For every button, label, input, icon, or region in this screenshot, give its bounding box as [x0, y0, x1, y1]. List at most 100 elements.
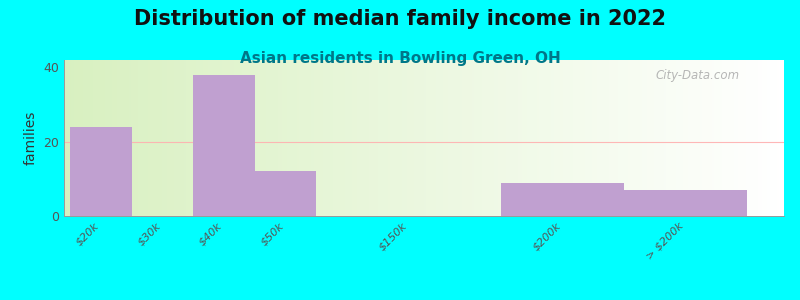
Bar	[114, 60, 117, 216]
Text: Asian residents in Bowling Green, OH: Asian residents in Bowling Green, OH	[240, 51, 560, 66]
Bar	[90, 60, 93, 216]
Bar	[148, 60, 150, 216]
Bar	[410, 60, 412, 216]
Bar	[280, 60, 282, 216]
Bar	[189, 60, 191, 216]
Bar	[350, 60, 352, 216]
Bar	[453, 60, 455, 216]
Bar	[561, 60, 563, 216]
Bar	[177, 60, 179, 216]
Bar	[472, 60, 474, 216]
Bar	[578, 60, 580, 216]
Bar	[354, 60, 357, 216]
Bar	[218, 60, 220, 216]
Bar	[74, 60, 76, 216]
Bar	[714, 60, 717, 216]
Bar	[460, 60, 462, 216]
Bar	[777, 60, 779, 216]
Bar	[664, 60, 666, 216]
Bar	[162, 60, 165, 216]
Bar	[232, 60, 234, 216]
Bar	[700, 60, 702, 216]
Bar	[306, 60, 309, 216]
Bar	[302, 60, 304, 216]
Bar	[462, 60, 465, 216]
Bar	[438, 60, 441, 216]
Bar	[386, 60, 388, 216]
Bar	[83, 60, 86, 216]
Bar	[506, 60, 508, 216]
Bar	[597, 60, 599, 216]
Bar	[508, 60, 510, 216]
Bar	[474, 60, 477, 216]
Bar	[530, 60, 532, 216]
Bar	[779, 60, 782, 216]
Bar	[753, 60, 755, 216]
Bar	[722, 60, 724, 216]
Bar	[592, 60, 594, 216]
Bar	[624, 190, 747, 216]
Bar	[194, 75, 254, 216]
Bar	[580, 60, 582, 216]
Bar	[652, 60, 654, 216]
Bar	[338, 60, 340, 216]
Bar	[246, 60, 249, 216]
Bar	[395, 60, 398, 216]
Bar	[290, 60, 292, 216]
Bar	[501, 60, 503, 216]
Bar	[611, 60, 614, 216]
Bar	[477, 60, 479, 216]
Bar	[686, 60, 688, 216]
Bar	[702, 60, 705, 216]
Bar	[70, 127, 132, 216]
Bar	[417, 60, 419, 216]
Bar	[633, 60, 635, 216]
Bar	[213, 60, 215, 216]
Bar	[309, 60, 311, 216]
Bar	[143, 60, 146, 216]
Bar	[513, 60, 515, 216]
Bar	[669, 60, 671, 216]
Bar	[441, 60, 443, 216]
Bar	[635, 60, 638, 216]
Bar	[681, 60, 683, 216]
Bar	[256, 60, 258, 216]
Bar	[206, 60, 208, 216]
Bar	[498, 60, 501, 216]
Bar	[518, 60, 520, 216]
Bar	[671, 60, 674, 216]
Bar	[222, 60, 225, 216]
Bar	[69, 60, 71, 216]
Bar	[359, 60, 362, 216]
Bar	[532, 60, 534, 216]
Bar	[323, 60, 326, 216]
Bar	[693, 60, 695, 216]
Bar	[546, 60, 549, 216]
Bar	[698, 60, 700, 216]
Bar	[93, 60, 95, 216]
Bar	[772, 60, 774, 216]
Bar	[678, 60, 681, 216]
Bar	[712, 60, 714, 216]
Bar	[621, 60, 623, 216]
Bar	[424, 60, 426, 216]
Bar	[153, 60, 155, 216]
Bar	[146, 60, 148, 216]
Bar	[172, 60, 174, 216]
Bar	[626, 60, 628, 216]
Bar	[268, 60, 270, 216]
Bar	[160, 60, 162, 216]
Bar	[422, 60, 424, 216]
Bar	[650, 60, 652, 216]
Bar	[124, 60, 126, 216]
Bar	[182, 60, 184, 216]
Bar	[203, 60, 206, 216]
Bar	[628, 60, 630, 216]
Bar	[371, 60, 374, 216]
Bar	[138, 60, 141, 216]
Bar	[244, 60, 246, 216]
Bar	[261, 60, 263, 216]
Text: City-Data.com: City-Data.com	[655, 69, 740, 82]
Bar	[136, 60, 138, 216]
Bar	[489, 60, 491, 216]
